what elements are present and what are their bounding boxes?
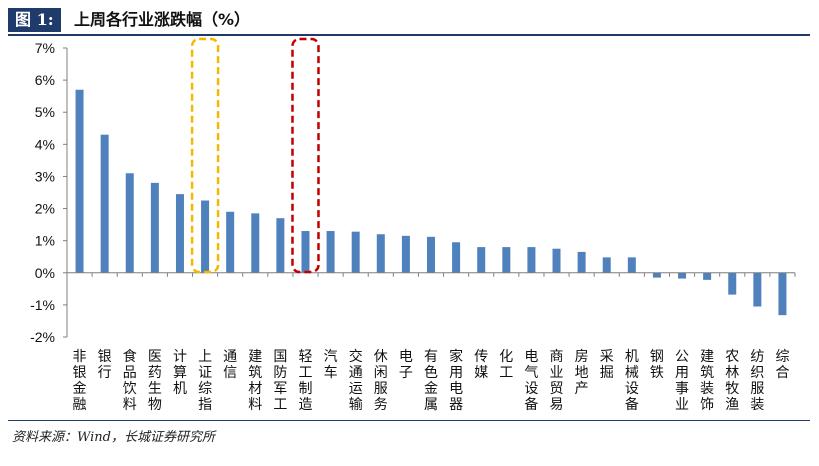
source-note: 资料来源：Wind，长城证券研究所 [12,430,215,445]
x-category-label: 化工 [499,349,513,381]
y-tick-label: 4% [35,136,55,152]
bar [703,272,712,280]
bars [75,89,787,316]
x-category-label: 传媒 [474,349,488,381]
y-tick-label: 7% [35,40,55,56]
bar [100,134,109,273]
bar [502,247,511,273]
x-category-label: 电气设备 [524,349,538,413]
bar [678,272,687,279]
bar [477,247,486,273]
bar [527,247,536,273]
bar [251,213,260,273]
x-category-label: 公用事业 [675,349,689,413]
bar [351,231,360,273]
x-category-label: 食品饮料 [123,348,137,413]
highlight-boxes [190,37,320,274]
bar-chart: -2% -1% 0% 1% 2% 3% 4% 5% 6% 7% 非银金融银行食品饮料医药生物计算机… [30,37,796,413]
bar [728,272,737,295]
bar [301,231,310,273]
x-category-label: 医药生物 [148,349,162,413]
x-category-label: 建筑材料 [248,349,262,413]
bar [577,251,586,273]
y-tick-label: 0% [35,265,55,281]
x-category-label: 机械设备 [625,349,639,413]
bar [376,234,385,273]
y-tick-label: 5% [35,104,55,120]
x-category-label: 纺织服装 [750,349,764,413]
bar [150,182,159,273]
x-category-label: 交通运输 [349,348,363,413]
bar [201,200,210,273]
y-tick-label: 1% [35,233,55,249]
x-category-label: 建筑装饰 [700,349,714,413]
bar [552,248,561,273]
x-category-label: 非银金融 [73,349,87,413]
highlight-box [291,37,320,274]
bar [627,257,636,273]
bar [427,236,435,273]
bar [753,272,762,307]
bar [276,218,285,273]
x-category-label: 汽车 [324,349,338,381]
x-category-label: 综合 [775,349,789,381]
bar [326,231,335,273]
bar [652,272,661,278]
x-axis: 非银金融银行食品饮料医药生物计算机上证综指通信建筑材料国防军工轻工制造汽车交通运… [66,272,796,413]
x-category-label: 商业贸易 [550,349,564,413]
bar [175,194,184,273]
x-category-label: 采掘 [600,349,614,381]
bar [452,242,461,273]
bar [75,89,84,273]
footer-divider [8,420,810,421]
x-category-label: 钢铁 [650,349,664,381]
x-category-label: 有色金属 [424,349,438,413]
y-tick-label: 2% [35,201,55,217]
bar [401,235,410,273]
y-tick-label: -2% [30,329,55,345]
bar [226,211,235,273]
x-category-label: 通信 [223,349,237,381]
x-category-label: 房地产 [575,349,589,397]
x-category-label: 电子 [399,349,413,381]
highlight-box [190,37,220,274]
x-category-label: 银行 [98,349,112,381]
y-tick-label: 6% [35,72,55,88]
x-category-label: 上证综指 [198,349,212,413]
x-category-label: 休闲服务 [374,349,388,413]
bar [778,272,787,316]
bar [602,257,611,273]
y-tick-label: 3% [35,168,55,184]
x-category-label: 农林牧渔 [725,349,739,413]
x-category-label: 轻工制造 [298,349,312,413]
y-axis: -2% -1% 0% 1% 2% 3% 4% 5% 6% 7% [30,40,68,345]
y-tick-label: -1% [30,297,55,313]
bar [125,173,134,273]
x-category-label: 计算机 [173,349,187,397]
figure-label: 图 1: [8,8,61,32]
x-category-label: 国防军工 [273,349,287,413]
x-category-label: 家用电器 [449,348,463,413]
figure-header: 图 1: 上周各行业涨跌幅（%） [8,6,810,36]
chart-title: 上周各行业涨跌幅（%） [74,10,251,29]
